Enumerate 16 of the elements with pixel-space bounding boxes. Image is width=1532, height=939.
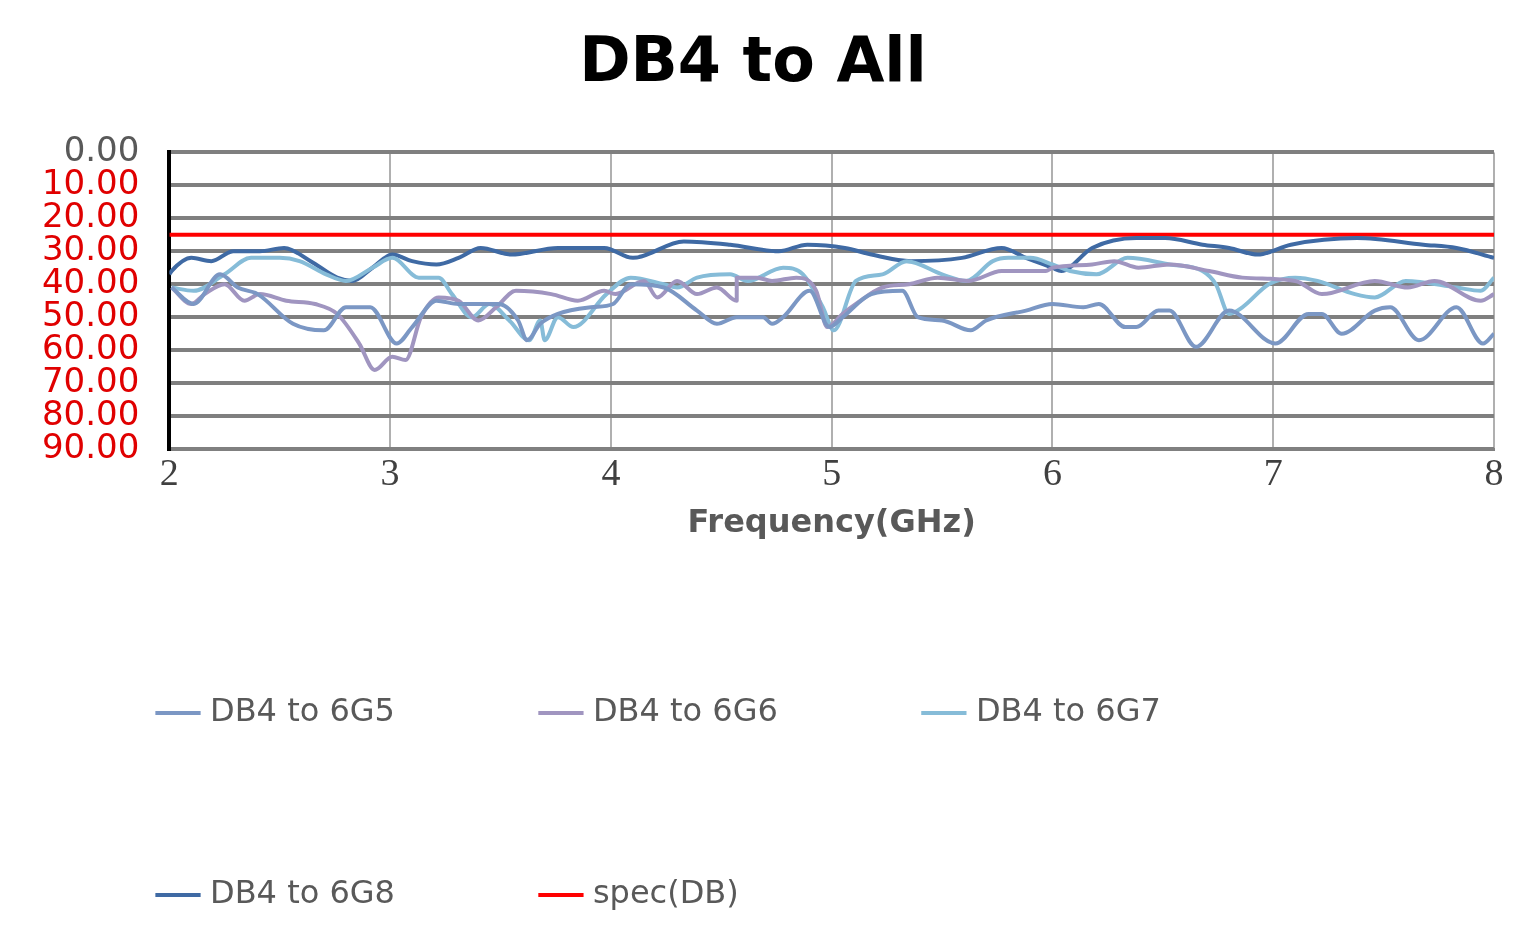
- x-tick-label: 5: [822, 450, 842, 493]
- legend-label: DB4 to 6G7: [975, 691, 1161, 730]
- line-series: [169, 236, 1494, 283]
- x-tick-label: 8: [1484, 450, 1504, 493]
- x-tick-label: 2: [159, 450, 179, 493]
- legend-label: DB4 to 6G8: [210, 873, 395, 912]
- x-tick-label: 7: [1263, 450, 1283, 493]
- chart-title: DB4 to All: [579, 23, 927, 97]
- x-tick-label: 6: [1042, 450, 1062, 493]
- legend-label: DB4 to 6G6: [592, 691, 778, 730]
- legend-label: DB4 to 6G5: [210, 691, 395, 730]
- x-axis-title: Frequency(GHz): [687, 502, 976, 541]
- x-tick-label: 3: [380, 450, 400, 493]
- x-tick-label: 4: [601, 450, 621, 493]
- line-series: [169, 272, 1494, 349]
- legend-label: spec(DB): [592, 873, 739, 912]
